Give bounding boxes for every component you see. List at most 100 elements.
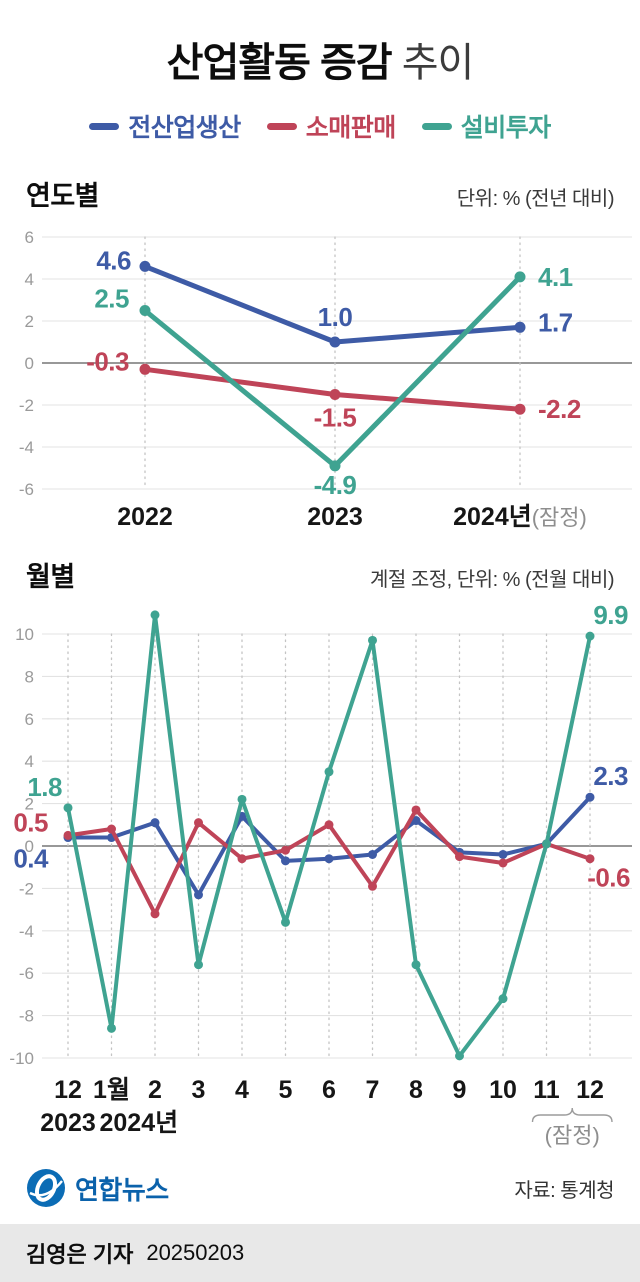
- x-category-label: 2023: [307, 503, 363, 531]
- y-tick-label: 6: [25, 710, 34, 729]
- monthly-section-header: 월별 계절 조정, 단위: % (전월 대비): [0, 555, 640, 594]
- legend-line-marker-icon: [266, 122, 297, 130]
- series-point: [368, 635, 377, 645]
- series-point: [324, 767, 334, 777]
- value-label: 2.5: [94, 284, 129, 314]
- yearly-unit-label: 단위: % (전년 대비): [456, 188, 615, 210]
- chart-legend: 전산업생산 소매판매 설비투자: [0, 108, 640, 144]
- y-tick-label: 10: [15, 625, 34, 644]
- series-point: [237, 854, 247, 864]
- series-point: [498, 858, 508, 868]
- x-category-label: 7: [366, 1076, 380, 1104]
- series-point: [585, 792, 595, 802]
- x-year-label: 2024년: [100, 1109, 179, 1137]
- series-point: [107, 1023, 116, 1033]
- monthly-unit-label: 계절 조정, 단위: % (전월 대비): [370, 569, 615, 591]
- y-tick-label: -10: [9, 1049, 34, 1068]
- series-point: [194, 818, 203, 828]
- y-tick-label: -2: [19, 396, 34, 415]
- y-tick-label: 4: [25, 752, 34, 771]
- y-tick-label: 2: [25, 312, 34, 331]
- series-point: [150, 909, 160, 919]
- value-label: 0.4: [13, 844, 49, 874]
- y-tick-label: 8: [25, 667, 34, 686]
- brand: 연합뉴스: [26, 1168, 169, 1208]
- series-point: [324, 854, 334, 864]
- legend-label: 전산업생산: [128, 114, 241, 142]
- series-point: [368, 849, 377, 859]
- series-point: [150, 610, 160, 620]
- legend-item-2: 설비투자: [421, 108, 551, 144]
- value-label: 4.1: [538, 262, 573, 292]
- x-category-label: 3: [192, 1076, 206, 1104]
- value-label: 1.8: [27, 772, 62, 802]
- legend-line-marker-icon: [421, 122, 452, 130]
- value-label: 9.9: [593, 600, 628, 630]
- series-point: [514, 321, 526, 333]
- value-label: 1.7: [538, 307, 573, 337]
- footer: 연합뉴스 자료: 통계청: [0, 1168, 640, 1208]
- page-title: 산업활동 증감 추이: [0, 0, 640, 88]
- series-point: [237, 794, 247, 804]
- series-point: [542, 839, 551, 849]
- y-tick-label: -6: [19, 480, 34, 499]
- series-point: [63, 803, 73, 813]
- legend-item-1: 소매판매: [266, 108, 397, 144]
- legend-item-0: 전산업생산: [89, 108, 241, 144]
- publish-date: 20250203: [146, 1240, 245, 1265]
- y-tick-label: 0: [25, 837, 34, 856]
- series-point: [139, 363, 151, 375]
- value-label: 4.6: [96, 245, 131, 275]
- yearly-section-title: 연도별: [26, 181, 100, 211]
- series-point: [139, 260, 151, 272]
- x-category-label: 1월: [93, 1076, 130, 1104]
- yearly-section-header: 연도별 단위: % (전년 대비): [0, 174, 640, 213]
- series-point: [368, 881, 377, 891]
- y-tick-label: 0: [25, 354, 34, 373]
- series-point: [329, 336, 341, 348]
- value-label: 2.3: [593, 761, 628, 791]
- y-tick-label: 2: [25, 795, 34, 814]
- page-title-main: 산업활동 증감: [166, 41, 393, 85]
- series-point: [411, 805, 421, 815]
- series-point: [281, 917, 290, 927]
- y-tick-label: 6: [25, 228, 34, 247]
- series-point: [63, 830, 73, 840]
- series-point: [498, 994, 508, 1004]
- series-point: [585, 854, 595, 864]
- y-tick-label: -2: [19, 879, 34, 898]
- series-point: [585, 631, 595, 641]
- x-category-label: 12: [54, 1076, 82, 1104]
- value-label: -1.5: [314, 403, 357, 433]
- y-tick-label: -4: [19, 438, 34, 457]
- yearly-line-chart: 6 4 2 0 -2 -4 -6 4.6 1.0 1.7 -0.3 -1.5 -2.2 2.5 -4.9 4.…: [19, 228, 632, 531]
- x-category-label: 6: [322, 1076, 336, 1104]
- monthly-section-title: 월별: [26, 562, 75, 592]
- byline-bar: 김영은 기자 20250203: [0, 1224, 640, 1282]
- value-label: 1.0: [318, 302, 353, 332]
- y-tick-label: -6: [19, 964, 34, 983]
- provisional-brace: [531, 1107, 613, 1123]
- series-point: [514, 271, 526, 283]
- series-point: [455, 852, 464, 862]
- brand-name: 연합뉴스: [75, 1174, 169, 1205]
- series-point: [281, 845, 290, 855]
- x-category-label: 2: [148, 1076, 162, 1104]
- x-category-label: 5: [279, 1076, 293, 1104]
- monthly-line-chart: 10 8 6 4 2 0 -2 -4 -6 -8 -10 1.8 0.5 0.4 9.9 2.3 -0.6 12 1…: [9, 600, 632, 1148]
- series-point: [194, 890, 203, 900]
- series-point: [411, 816, 421, 826]
- series-point: [455, 1051, 464, 1061]
- x-category-label: 10: [489, 1076, 517, 1104]
- legend-label: 소매판매: [305, 114, 397, 142]
- x-category-label: 2022: [117, 503, 173, 531]
- reporter-name: 김영은 기자: [26, 1242, 134, 1267]
- value-label: -0.6: [587, 863, 630, 893]
- series-point: [139, 305, 151, 316]
- page-title-sub: 추이: [401, 41, 475, 85]
- series-point: [498, 849, 508, 859]
- y-tick-label: -4: [19, 922, 34, 941]
- series-point: [107, 824, 116, 834]
- source-label: 자료: 통계청: [514, 1179, 614, 1202]
- value-label: -0.3: [86, 346, 129, 376]
